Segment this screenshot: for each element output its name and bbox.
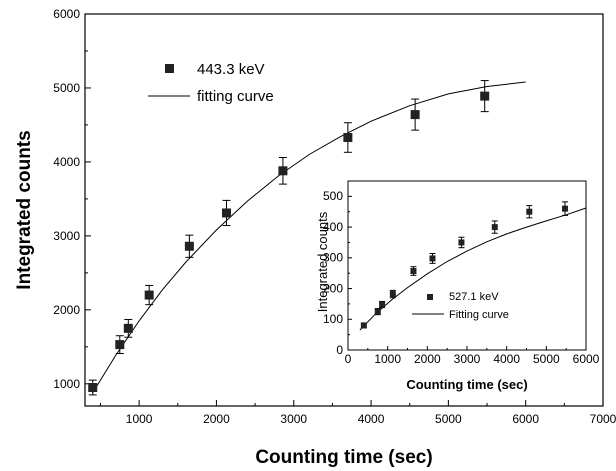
main-data-point <box>185 242 194 251</box>
main-y-tick-label: 2000 <box>53 303 80 317</box>
legend-label-443-kev: 443.3 keV <box>197 61 265 78</box>
inset-data-point <box>379 302 385 308</box>
main-x-tick-label: 2000 <box>203 412 230 426</box>
inset-data-point <box>410 268 416 274</box>
main-data-point <box>145 291 154 300</box>
main-y-tick-label: 4000 <box>53 155 80 169</box>
inset-x-tick-label: 6000 <box>573 352 600 366</box>
inset-data-point <box>361 322 367 328</box>
main-x-tick-label: 6000 <box>512 412 539 426</box>
main-y-tick-label: 5000 <box>53 81 80 95</box>
inset-data-point <box>526 209 532 215</box>
main-data-point <box>124 324 133 333</box>
inset-data-point <box>458 239 464 245</box>
main-data-point <box>343 133 352 142</box>
inset-data-point <box>429 255 435 261</box>
inset-x-tick-label: 0 <box>345 352 352 366</box>
inset-y-axis-label: Integrated counts <box>315 211 330 312</box>
inset-y-tick-label: 500 <box>323 189 343 203</box>
inset-legend-label-527-kev: 527.1 keV <box>449 291 499 303</box>
inset-x-tick-label: 1000 <box>374 352 401 366</box>
main-y-tick-label: 6000 <box>53 7 80 21</box>
main-x-axis-label: Counting time (sec) <box>255 447 432 468</box>
main-x-tick-label: 3000 <box>280 412 307 426</box>
inset-data-point <box>375 309 381 315</box>
inset-y-tick-label: 0 <box>336 343 343 357</box>
inset-x-tick-label: 3000 <box>454 352 481 366</box>
main-data-point <box>88 383 97 392</box>
inset-x-tick-label: 2000 <box>414 352 441 366</box>
main-data-point <box>480 92 489 101</box>
main-y-tick-label: 1000 <box>53 377 80 391</box>
inset-x-tick-label: 5000 <box>533 352 560 366</box>
main-y-tick-label: 3000 <box>53 229 80 243</box>
main-data-point <box>411 110 420 119</box>
inset-legend-marker-527-kev <box>427 294 433 300</box>
main-data-point <box>222 208 231 217</box>
main-x-tick-label: 1000 <box>126 412 153 426</box>
inset-data-point <box>390 291 396 297</box>
inset-x-axis-label: Counting time (sec) <box>406 377 527 392</box>
inset-background <box>318 172 588 368</box>
inset-data-point <box>562 206 568 212</box>
main-x-tick-label: 7000 <box>590 412 616 426</box>
main-x-tick-label: 5000 <box>435 412 462 426</box>
legend-label-fitting-curve: fitting curve <box>197 88 274 105</box>
inset-x-tick-label: 4000 <box>493 352 520 366</box>
inset-legend-label-fitting-curve: Fitting curve <box>449 309 509 321</box>
main-y-axis-label: Integrated counts <box>14 130 35 289</box>
main-x-tick-label: 4000 <box>358 412 385 426</box>
legend-marker-443-kev <box>165 64 174 73</box>
main-legend: 443.3 keV fitting curve <box>148 61 274 105</box>
inset-y-tick-label: 100 <box>323 312 343 326</box>
main-data-point <box>115 340 124 349</box>
inset-data-point <box>492 224 498 230</box>
main-data-point <box>278 166 287 175</box>
